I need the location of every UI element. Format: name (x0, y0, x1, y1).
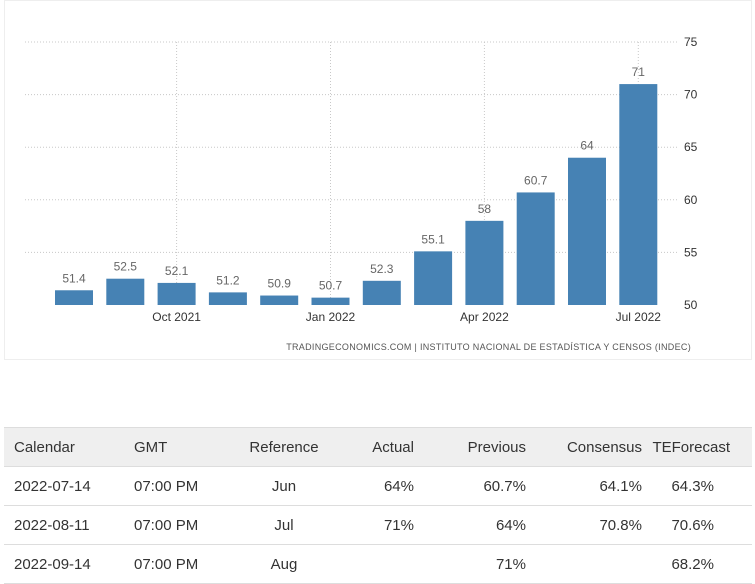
data-label: 58 (478, 202, 492, 216)
bar (208, 292, 247, 305)
y-tick-label: 60 (684, 193, 698, 207)
header-previous[interactable]: Previous (414, 427, 526, 467)
data-label: 64 (580, 139, 594, 153)
header-gmt[interactable]: GMT (124, 427, 224, 467)
calendar-table: Calendar GMT Reference Actual Previous C… (4, 427, 752, 584)
x-tick-label: Jul 2022 (616, 310, 662, 324)
cell-consensus: 70.8% (526, 505, 642, 545)
header-consensus[interactable]: Consensus (526, 427, 642, 467)
cell-consensus: 64.1% (526, 466, 642, 506)
cell-gmt: 07:00 PM (124, 505, 224, 545)
cell-gmt: 07:00 PM (124, 466, 224, 506)
cell-teforecast: 64.3% (642, 466, 752, 506)
cell-actual (344, 544, 414, 584)
table-row: 2022-08-11 07:00 PM Jul 71% 64% 70.8% 70… (4, 505, 752, 545)
cell-previous: 71% (414, 544, 526, 584)
y-tick-label: 55 (684, 245, 698, 259)
bar (55, 290, 93, 305)
data-label: 51.4 (62, 271, 86, 285)
bar (516, 192, 555, 305)
y-tick-label: 65 (684, 140, 698, 154)
data-label: 71 (632, 65, 646, 79)
cell-date: 2022-07-14 (4, 466, 124, 506)
header-teforecast[interactable]: TEForecast (642, 427, 752, 467)
x-tick-label: Apr 2022 (460, 310, 509, 324)
cell-consensus (526, 544, 642, 584)
bar-chart: 50 55 60 65 70 75 51.4 52.5 52.1 51.2 50.9 50.7 52.3… (25, 35, 698, 352)
data-label: 50.9 (268, 277, 292, 291)
bar (619, 84, 658, 305)
y-tick-label: 75 (684, 35, 698, 49)
chart-source: TRADINGECONOMICS.COM | INSTITUTO NACIONA… (286, 342, 691, 352)
cell-reference: Aug (224, 544, 344, 584)
cell-reference: Jun (224, 466, 344, 506)
bar (260, 295, 299, 305)
data-label: 55.1 (421, 232, 445, 246)
x-tick-label: Jan 2022 (306, 310, 356, 324)
data-label: 52.5 (114, 260, 138, 274)
cell-previous: 64% (414, 505, 526, 545)
calendar-header-row: Calendar GMT Reference Actual Previous C… (4, 427, 752, 467)
bar (465, 220, 504, 305)
cell-actual: 64% (344, 466, 414, 506)
bar (362, 280, 401, 305)
table-row: 2022-07-14 07:00 PM Jun 64% 60.7% 64.1% … (4, 466, 752, 506)
cell-teforecast: 68.2% (642, 544, 752, 584)
x-tick-label: Oct 2021 (152, 310, 201, 324)
bar (311, 297, 350, 305)
bar (568, 157, 606, 305)
cell-teforecast: 70.6% (642, 505, 752, 545)
data-label: 52.3 (370, 262, 394, 276)
bar (157, 282, 196, 305)
data-label: 52.1 (165, 264, 189, 278)
y-tick-label: 70 (684, 88, 698, 102)
header-calendar[interactable]: Calendar (4, 427, 124, 467)
cell-date: 2022-08-11 (4, 505, 124, 545)
data-label: 51.2 (216, 273, 240, 287)
cell-actual: 71% (344, 505, 414, 545)
data-label: 60.7 (524, 173, 548, 187)
table-row: 2022-09-14 07:00 PM Aug 71% 68.2% (4, 544, 752, 584)
data-label: 50.7 (319, 279, 343, 293)
y-tick-label: 50 (684, 298, 698, 312)
cell-previous: 60.7% (414, 466, 526, 506)
chart-panel: 50 55 60 65 70 75 51.4 52.5 52.1 51.2 50.9 50.7 52.3… (4, 0, 752, 360)
bar (106, 278, 145, 305)
cell-date: 2022-09-14 (4, 544, 124, 584)
header-actual[interactable]: Actual (344, 427, 414, 467)
cell-reference: Jul (224, 505, 344, 545)
header-reference[interactable]: Reference (224, 427, 344, 467)
bar (414, 251, 453, 305)
cell-gmt: 07:00 PM (124, 544, 224, 584)
